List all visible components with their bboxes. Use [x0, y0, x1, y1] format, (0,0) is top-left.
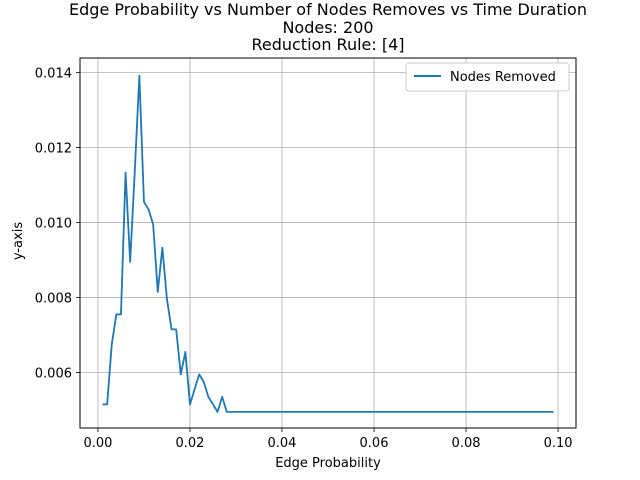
x-tick-label: 0.04 — [268, 436, 297, 451]
y-axis-label: y-axis — [11, 222, 26, 260]
chart-title-line-3: Reduction Rule: [4] — [251, 35, 404, 54]
x-tick-label: 0.10 — [544, 436, 573, 451]
tick-layer: 0.00 0.02 0.04 0.06 0.08 0.10 0.006 0.008 0.010 0… — [35, 67, 573, 451]
chart-title-line-2: Nodes: 200 — [282, 18, 373, 37]
legend-box — [405, 62, 570, 92]
x-tick-label: 0.06 — [360, 436, 389, 451]
y-tick-label: 0.006 — [35, 367, 72, 382]
y-tick-label: 0.012 — [35, 142, 72, 157]
x-tick-label: 0.08 — [452, 436, 481, 451]
y-tick-label: 0.010 — [35, 217, 72, 232]
y-tick-label: 0.014 — [35, 67, 72, 82]
plot-frame — [79, 57, 577, 429]
series-layer — [102, 74, 554, 413]
legend: Nodes Removed — [405, 62, 570, 92]
legend-label-nodes-removed: Nodes Removed — [450, 70, 556, 85]
chart-title-line-1: Edge Probability vs Number of Nodes Remo… — [69, 0, 587, 19]
x-tick-label: 0.00 — [83, 436, 112, 451]
y-tick-label: 0.008 — [35, 292, 72, 307]
x-tick-label: 0.02 — [175, 436, 204, 451]
grid-lines — [80, 58, 576, 428]
series-line-nodes-removed — [102, 74, 554, 413]
x-axis-label: Edge Probability — [275, 456, 381, 471]
